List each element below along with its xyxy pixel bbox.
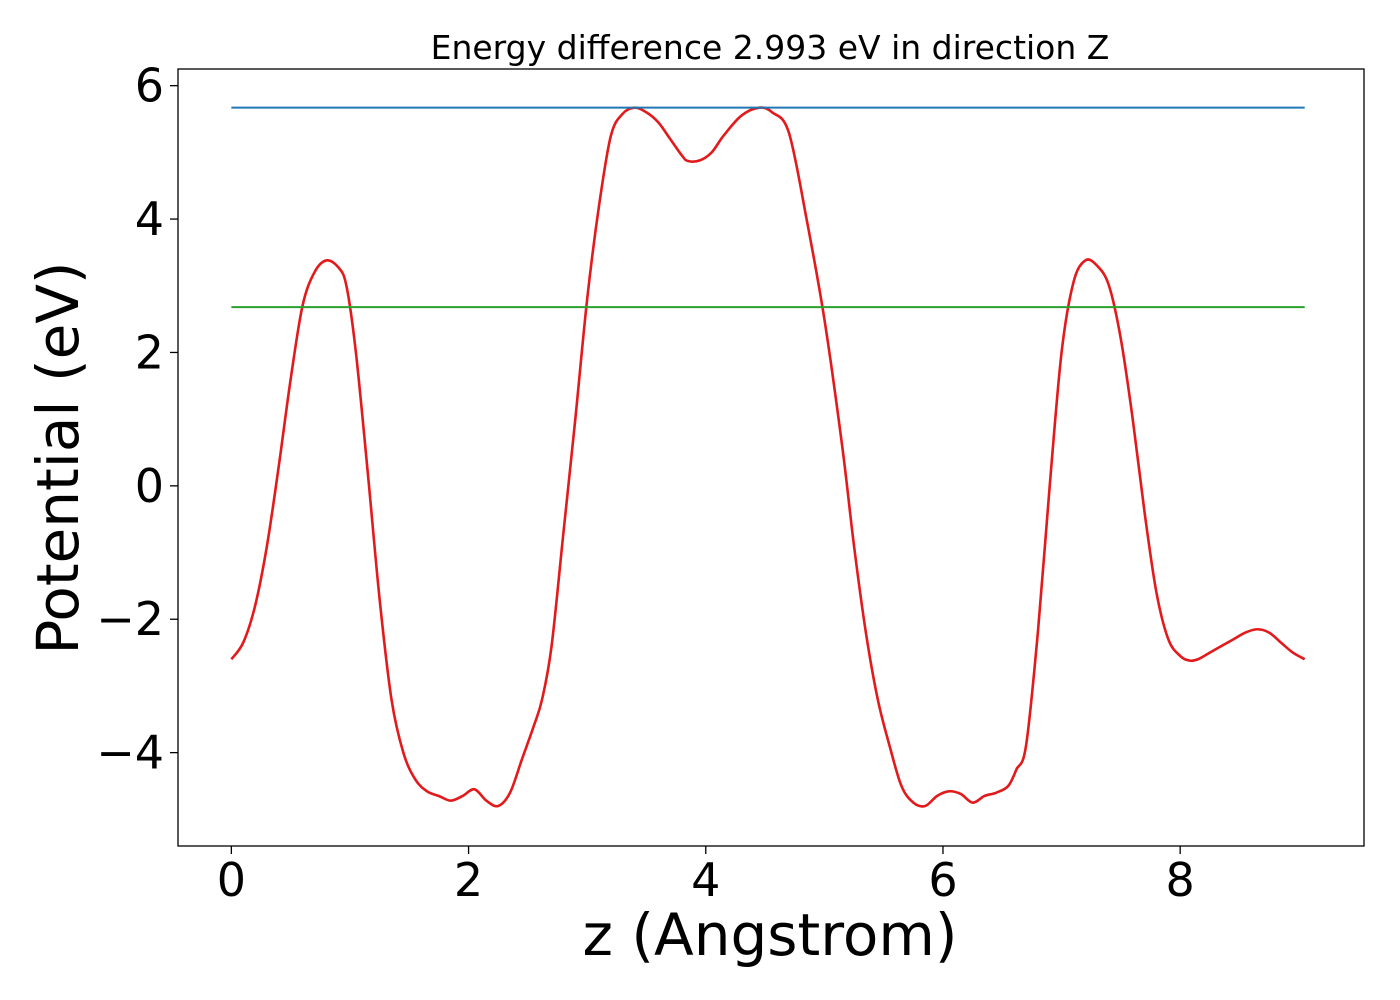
- y-axis-label: Potential (eV): [24, 261, 92, 654]
- y-tick-label: 2: [135, 325, 164, 379]
- series-layer: [230, 106, 1306, 808]
- y-tick-label: 0: [135, 459, 164, 513]
- x-axis-label: z (Angstrom): [583, 901, 958, 969]
- x-axis-ticks: 0 2 4 6 8: [217, 846, 1195, 907]
- x-tick-label: 0: [217, 853, 246, 907]
- x-tick-label: 4: [691, 853, 720, 907]
- chart-title: Energy difference 2.993 eV in direction …: [431, 28, 1110, 67]
- y-tick-label: 6: [135, 59, 164, 113]
- y-axis-ticks: −4 −2 0 2 4 6: [96, 59, 178, 780]
- y-tick-label: −2: [96, 592, 164, 646]
- y-tick-label: 4: [135, 192, 164, 246]
- x-tick-label: 8: [1166, 853, 1195, 907]
- plot-area: [177, 68, 1365, 847]
- x-tick-label: 2: [454, 853, 483, 907]
- y-tick-label: −4: [96, 726, 164, 780]
- x-tick-label: 6: [928, 853, 957, 907]
